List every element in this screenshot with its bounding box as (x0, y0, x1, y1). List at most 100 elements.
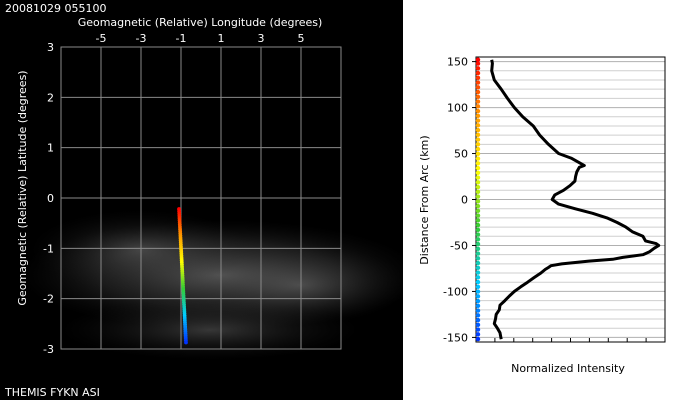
allsky-x-tick-label: 3 (258, 32, 265, 45)
colorbar-segment (475, 75, 481, 81)
footer-label: THEMIS FYKN ASI (4, 386, 100, 399)
colorbar-segment (475, 180, 481, 185)
colorbar-segment (475, 237, 481, 242)
colorbar-segment (475, 270, 481, 275)
colorbar-segment (475, 208, 481, 214)
allsky-y-tick-label: 0 (47, 192, 54, 205)
allsky-y-tick-label: -2 (43, 293, 54, 306)
profile-y-label: Distance From Arc (km) (418, 135, 431, 264)
profile-y-tick-label: -100 (443, 285, 468, 298)
colorbar-segment (475, 279, 481, 285)
colorbar-segment (475, 175, 481, 180)
arc-point (184, 340, 188, 345)
colorbar-segment (475, 108, 481, 114)
colorbar-segment (475, 241, 481, 247)
profile-y-tick-label: 100 (447, 102, 468, 115)
colorbar-segment (475, 203, 481, 209)
allsky-y-tick-label: 1 (47, 142, 54, 155)
colorbar-segment (475, 137, 481, 142)
colorbar-segment (475, 99, 481, 104)
colorbar-segment (475, 184, 481, 190)
colorbar-segment (475, 213, 481, 218)
allsky-y-label: Geomagnetic (Relative) Latitude (degrees… (16, 70, 29, 305)
allsky-grid (60, 46, 342, 350)
colorbar-segment (475, 246, 481, 252)
colorbar-segment (475, 194, 481, 199)
profile-colorbar (475, 57, 481, 342)
colorbar-segment (475, 284, 481, 290)
colorbar-segment (475, 303, 481, 309)
colorbar-segment (475, 313, 481, 318)
allsky-x-tick-label: 5 (298, 32, 305, 45)
colorbar-segment (475, 151, 481, 157)
colorbar-segment (475, 142, 481, 147)
profile-panel: 150 100 50 0 -50 -100 -150 Normalized Intensit… (403, 0, 700, 400)
profile-y-tick-label: -50 (450, 239, 468, 252)
colorbar-segment (475, 61, 481, 66)
colorbar-segment (475, 80, 481, 85)
allsky-x-ticks: -5 -3 -1 1 3 5 (96, 32, 305, 45)
colorbar-segment (475, 265, 481, 271)
colorbar-segment (475, 251, 481, 256)
colorbar-segment (475, 161, 481, 166)
colorbar-segment (475, 327, 481, 332)
allsky-y-tick-label: 2 (47, 91, 54, 104)
colorbar-segment (475, 294, 481, 299)
colorbar-segment (475, 118, 481, 123)
allsky-x-tick-label: -3 (136, 32, 147, 45)
profile-y-ticks: 150 100 50 0 -50 -100 -150 (443, 56, 468, 345)
allsky-panel: -5 -3 -1 1 3 5 3 2 1 0 -1 -2 -3 20081029 055100 Geo… (0, 0, 403, 400)
profile-grid (472, 56, 666, 343)
arc-points (177, 207, 188, 345)
allsky-y-ticks: 3 2 1 0 -1 -2 -3 (43, 41, 54, 356)
allsky-y-tick-label: -1 (43, 242, 54, 255)
colorbar-segment (475, 256, 481, 261)
colorbar-segment (475, 146, 481, 152)
colorbar-segment (475, 132, 481, 138)
colorbar-segment (475, 94, 481, 100)
colorbar-segment (475, 275, 481, 280)
allsky-x-tick-label: 1 (218, 32, 225, 45)
colorbar-segment (475, 289, 481, 294)
profile-y-tick-label: 0 (461, 194, 468, 207)
colorbar-segment (475, 170, 481, 176)
colorbar-segment (475, 332, 481, 337)
profile-y-tick-label: 50 (454, 148, 468, 161)
sky-background (20, 210, 403, 360)
colorbar-segment (475, 89, 481, 95)
profile-frame (475, 56, 666, 343)
allsky-y-tick-label: -3 (43, 343, 54, 356)
colorbar-segment (475, 66, 481, 71)
colorbar-segment (475, 156, 481, 161)
colorbar-segment (475, 227, 481, 233)
colorbar-segment (475, 317, 481, 323)
profile-y-tick-label: 150 (447, 56, 468, 69)
colorbar-segment (475, 308, 481, 313)
colorbar-segment (475, 322, 481, 328)
allsky-x-tick-label: -5 (96, 32, 107, 45)
profile-plot: 150 100 50 0 -50 -100 -150 Normalized Intensit… (418, 56, 666, 375)
profile-x-label: Normalized Intensity (511, 362, 625, 375)
colorbar-segment (475, 57, 481, 62)
allsky-plot: -5 -3 -1 1 3 5 3 2 1 0 -1 -2 -3 20081029 055100 Geo… (4, 2, 403, 399)
colorbar-segment (475, 199, 481, 204)
colorbar-segment (475, 232, 481, 237)
colorbar-segment (475, 222, 481, 228)
colorbar-segment (475, 189, 481, 195)
allsky-x-label: Geomagnetic (Relative) Longitude (degree… (78, 16, 323, 29)
colorbar-segment (475, 218, 481, 223)
colorbar-segment (475, 123, 481, 128)
timestamp: 20081029 055100 (5, 2, 106, 15)
profile-y-tick-label: -150 (443, 331, 468, 344)
colorbar-segment (475, 260, 481, 266)
colorbar-segment (475, 70, 481, 76)
intensity-profile-line (490, 59, 661, 340)
colorbar-segment (475, 298, 481, 304)
colorbar-segment (475, 127, 481, 133)
colorbar-segment (475, 336, 481, 342)
colorbar-segment (475, 104, 481, 109)
colorbar-segment (475, 165, 481, 171)
allsky-x-tick-label: -1 (176, 32, 187, 45)
colorbar-segment (475, 85, 481, 90)
allsky-y-tick-label: 3 (47, 41, 54, 54)
